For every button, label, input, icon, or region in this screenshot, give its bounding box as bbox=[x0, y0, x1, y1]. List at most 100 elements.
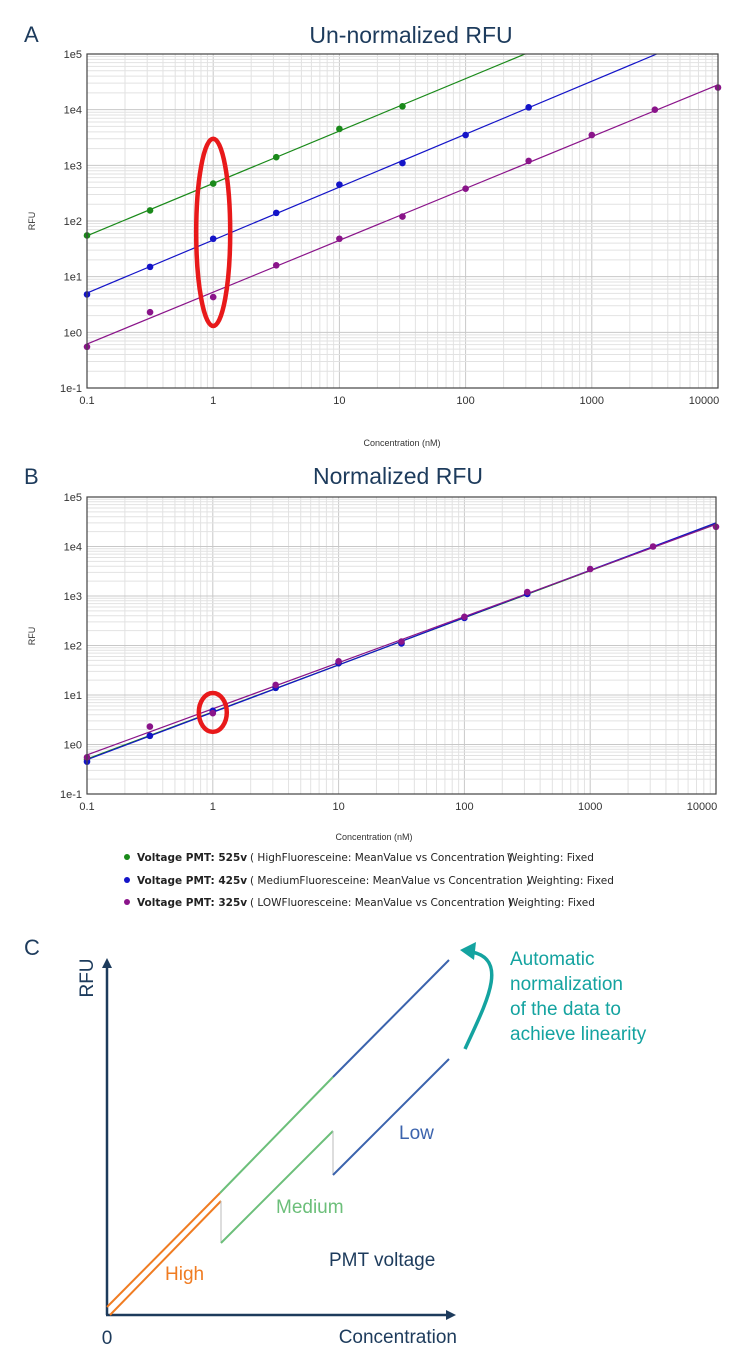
legend-series: ( HighFluoresceine: MeanValue vs Concent… bbox=[250, 852, 512, 864]
low-line-raw bbox=[332, 1058, 450, 1176]
y-tick-label: 1e1 bbox=[64, 272, 82, 284]
arrow-head-icon bbox=[460, 942, 476, 960]
chart-a-ylabel: RFU bbox=[27, 212, 37, 231]
chart-a-title: Un-normalized RFU bbox=[309, 22, 512, 48]
data-point bbox=[525, 104, 532, 111]
plot-frame bbox=[86, 496, 717, 795]
legend-marker bbox=[124, 899, 130, 905]
data-point bbox=[651, 106, 659, 113]
legend-series: ( MediumFluoresceine: MeanValue vs Conce… bbox=[250, 875, 530, 887]
legend-weighting: Weighting: Fixed bbox=[527, 875, 614, 887]
low-label: Low bbox=[399, 1123, 434, 1144]
data-point bbox=[209, 709, 217, 717]
medium-label: Medium bbox=[276, 1197, 344, 1218]
legend-weighting: Weighting: Fixed bbox=[508, 897, 595, 909]
legend-item-low: Voltage PMT: 325v ( LOWFluoresceine: Mea… bbox=[124, 897, 595, 909]
legend-marker bbox=[124, 854, 130, 860]
data-point bbox=[335, 657, 342, 665]
data-point bbox=[399, 102, 406, 110]
data-point bbox=[462, 185, 469, 193]
chart-a: 0.1 1 10 100 1000 10000 1e-1 1e0 1e1 1e2 1e3 1e4 1e5 bbox=[60, 49, 722, 407]
y-tick-label: 1e-1 bbox=[60, 789, 82, 801]
medium-line-normalized bbox=[219, 1076, 334, 1194]
data-point bbox=[146, 308, 154, 316]
panel-label-b: B bbox=[24, 464, 39, 489]
data-point bbox=[462, 131, 469, 139]
chart-b: 0.1 1 10 100 1000 10000 1e-1 1e0 1e1 1e2 1e3 1e4 1e5 bbox=[60, 492, 720, 813]
data-point bbox=[146, 263, 154, 271]
data-point bbox=[209, 235, 217, 243]
x-tick-label: 1000 bbox=[578, 801, 602, 813]
low-line-normalized bbox=[332, 959, 450, 1078]
diagram-y-label: RFU bbox=[77, 958, 98, 997]
data-point bbox=[272, 681, 279, 689]
y-tick-label: 1e0 bbox=[64, 740, 82, 752]
chart-b-xlabel: Concentration (nM) bbox=[335, 832, 412, 842]
data-point bbox=[525, 157, 532, 165]
x-tick-label: 10 bbox=[332, 801, 344, 813]
y-tick-label: 1e5 bbox=[64, 492, 82, 504]
y-axis-arrow-icon bbox=[102, 958, 112, 968]
data-point bbox=[649, 543, 657, 550]
data-point bbox=[146, 723, 154, 730]
legend-item-medium: Voltage PMT: 425v ( MediumFluoresceine: … bbox=[124, 875, 614, 887]
x-tick-label: 100 bbox=[455, 801, 473, 813]
plot-frame bbox=[86, 53, 719, 389]
y-tick-label: 1e3 bbox=[64, 160, 82, 172]
data-point bbox=[272, 153, 280, 161]
x-tick-label: 0.1 bbox=[79, 395, 94, 407]
annotation-line: normalization bbox=[510, 974, 623, 995]
legend-voltage: Voltage PMT: 425v bbox=[137, 875, 247, 887]
high-line-upper bbox=[106, 1192, 221, 1308]
data-point bbox=[336, 181, 343, 188]
x-tick-label: 1 bbox=[210, 395, 216, 407]
chart-b-title: Normalized RFU bbox=[313, 463, 483, 489]
data-point bbox=[461, 613, 468, 621]
y-tick-label: 1e-1 bbox=[60, 383, 82, 395]
y-tick-label: 1e2 bbox=[64, 216, 82, 228]
data-point bbox=[398, 638, 405, 645]
x-tick-label: 10000 bbox=[687, 801, 718, 813]
highlight-ellipse bbox=[196, 690, 230, 735]
legend-voltage: Voltage PMT: 325v bbox=[137, 897, 247, 909]
x-tick-label: 1000 bbox=[580, 395, 604, 407]
high-line-lower bbox=[109, 1200, 222, 1316]
diagram-c: RFU 0 Concentration High Medium Low PMT … bbox=[77, 942, 647, 1349]
data-point bbox=[272, 209, 280, 217]
legend-voltage: Voltage PMT: 525v bbox=[137, 852, 247, 864]
data-point bbox=[586, 565, 594, 573]
diagram-origin-label: 0 bbox=[102, 1328, 113, 1349]
y-tick-label: 1e3 bbox=[64, 591, 82, 603]
normalization-arrow bbox=[463, 950, 494, 1050]
legend-weighting: Weighting: Fixed bbox=[507, 852, 594, 864]
data-point bbox=[272, 262, 280, 269]
legend-item-high: Voltage PMT: 525v ( HighFluoresceine: Me… bbox=[124, 852, 594, 864]
y-tick-label: 1e0 bbox=[64, 327, 82, 339]
x-tick-label: 10000 bbox=[689, 395, 720, 407]
data-point bbox=[209, 293, 217, 301]
highlight-ellipse bbox=[193, 136, 233, 329]
x-axis-arrow-icon bbox=[446, 1310, 456, 1320]
y-tick-label: 1e1 bbox=[64, 690, 82, 702]
y-tick-label: 1e2 bbox=[64, 641, 82, 653]
data-point bbox=[336, 235, 343, 243]
data-point bbox=[146, 732, 154, 740]
annotation-line: Automatic bbox=[510, 949, 594, 970]
data-point bbox=[399, 159, 406, 167]
data-point bbox=[336, 125, 343, 133]
pmt-voltage-label: PMT voltage bbox=[329, 1250, 435, 1271]
legend-series: ( LOWFluoresceine: MeanValue vs Concentr… bbox=[250, 897, 512, 909]
x-tick-label: 10 bbox=[333, 395, 345, 407]
data-point bbox=[523, 588, 531, 596]
y-tick-label: 1e4 bbox=[64, 105, 82, 117]
x-tick-label: 100 bbox=[456, 395, 474, 407]
x-tick-label: 0.1 bbox=[79, 801, 94, 813]
data-point bbox=[399, 213, 406, 220]
panel-label-a: A bbox=[24, 22, 39, 47]
annotation-line: of the data to bbox=[510, 999, 621, 1020]
y-tick-label: 1e4 bbox=[64, 542, 82, 554]
data-point bbox=[209, 180, 217, 187]
x-tick-label: 1 bbox=[210, 801, 216, 813]
chart-a-xlabel: Concentration (nM) bbox=[363, 438, 440, 448]
